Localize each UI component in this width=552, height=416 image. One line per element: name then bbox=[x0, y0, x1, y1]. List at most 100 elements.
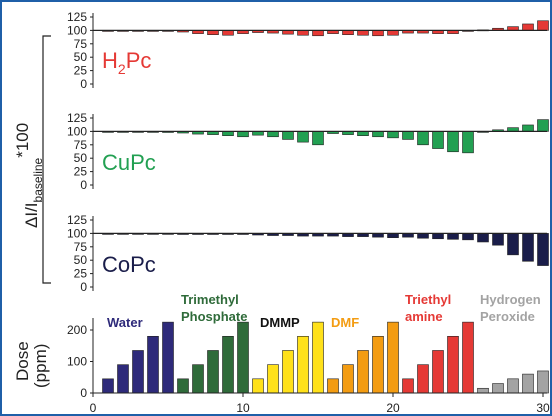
dose-ytick-label: 200 bbox=[67, 323, 87, 337]
ytick-label: 125 bbox=[67, 213, 87, 227]
ylabel-bracket bbox=[42, 35, 51, 284]
dose-group-label: Triethyl bbox=[405, 292, 451, 307]
dose-group-label: Trimethyl bbox=[181, 292, 239, 307]
dose-group-label: Peroxide bbox=[480, 309, 535, 324]
dose-bar bbox=[327, 378, 339, 394]
bar-CuPc bbox=[297, 131, 309, 143]
bar-H2Pc bbox=[297, 30, 309, 36]
bar-H2Pc bbox=[372, 30, 384, 37]
dose-bar bbox=[537, 370, 549, 394]
dose-ytick-label: 100 bbox=[67, 355, 87, 369]
dose-bar bbox=[117, 364, 129, 394]
bar-H2Pc bbox=[207, 30, 219, 35]
dose-group-label: Phosphate bbox=[181, 309, 247, 324]
dose-bar bbox=[402, 378, 414, 394]
bar-CoPc bbox=[387, 233, 399, 238]
dose-ytick-label: 0 bbox=[80, 386, 87, 400]
dose-bar bbox=[507, 378, 519, 394]
panel-label: CuPc bbox=[102, 150, 156, 175]
ytick-label: 100 bbox=[67, 23, 87, 37]
dose-bar bbox=[477, 387, 489, 394]
ytick-label: 25 bbox=[74, 64, 88, 78]
x-tick-label: 10 bbox=[236, 401, 250, 415]
dose-bar bbox=[342, 364, 354, 394]
dose-bar bbox=[237, 321, 249, 394]
dose-bar bbox=[387, 321, 399, 394]
bar-H2Pc bbox=[387, 30, 399, 36]
bar-H2Pc bbox=[222, 30, 234, 36]
ytick-label: 75 bbox=[74, 37, 88, 51]
bar-CoPc bbox=[417, 233, 429, 239]
bar-CoPc bbox=[477, 233, 489, 243]
bar-CuPc bbox=[222, 131, 234, 136]
bar-CuPc bbox=[432, 131, 444, 149]
dose-bar bbox=[252, 378, 264, 394]
ytick-label: 25 bbox=[74, 165, 88, 179]
ytick-label: 75 bbox=[74, 240, 88, 254]
ytick-label: 100 bbox=[67, 226, 87, 240]
shared-ylabel: ΔI/Ibaseline*100 bbox=[13, 123, 45, 228]
x-tick-label: 0 bbox=[90, 401, 97, 415]
ytick-label: 125 bbox=[67, 10, 87, 24]
dose-ylabel: Dose bbox=[13, 341, 32, 381]
bar-CoPc bbox=[462, 233, 474, 241]
bar-H2Pc bbox=[357, 30, 369, 36]
dose-bar bbox=[192, 364, 204, 394]
dose-bar bbox=[357, 350, 369, 394]
dose-bar bbox=[462, 321, 474, 394]
bar-H2Pc bbox=[537, 20, 549, 31]
dose-group-label: Hydrogen bbox=[480, 292, 541, 307]
dose-bar bbox=[417, 364, 429, 394]
bar-H2Pc bbox=[522, 23, 534, 31]
dose-group-label: amine bbox=[405, 309, 443, 324]
bar-H2Pc bbox=[342, 30, 354, 35]
bar-CuPc bbox=[267, 131, 279, 138]
dose-bar bbox=[432, 350, 444, 394]
ytick-label: 75 bbox=[74, 138, 88, 152]
bar-CuPc bbox=[447, 131, 459, 153]
bar-CuPc bbox=[387, 131, 399, 139]
bar-CuPc bbox=[402, 131, 414, 140]
dose-bar bbox=[297, 335, 309, 394]
bar-CoPc bbox=[507, 233, 519, 256]
dose-bar bbox=[312, 321, 324, 394]
dose-group-label: DMMP bbox=[260, 315, 300, 330]
dose-bar bbox=[162, 321, 174, 394]
ytick-label: 100 bbox=[67, 124, 87, 138]
ytick-label: 125 bbox=[67, 111, 87, 125]
dose-bar bbox=[492, 383, 504, 394]
dose-bar bbox=[522, 373, 534, 394]
dose-bar bbox=[372, 335, 384, 394]
bar-CuPc bbox=[417, 131, 429, 146]
dose-bar bbox=[267, 364, 279, 394]
bar-CoPc bbox=[492, 233, 504, 246]
x-tick-label: 20 bbox=[386, 401, 400, 415]
bar-CuPc bbox=[522, 124, 534, 132]
ytick-label: 0 bbox=[80, 178, 87, 192]
dose-ylabel-unit: (ppm) bbox=[31, 344, 50, 388]
dose-bar bbox=[447, 335, 459, 394]
ytick-label: 25 bbox=[74, 267, 88, 281]
ytick-label: 50 bbox=[74, 50, 88, 64]
dose-bar bbox=[207, 350, 219, 394]
x-tick-label: 30 bbox=[536, 401, 550, 415]
bar-CuPc bbox=[357, 131, 369, 136]
ytick-label: 50 bbox=[74, 253, 88, 267]
panel-label: CoPc bbox=[102, 252, 156, 277]
ytick-label: 0 bbox=[80, 280, 87, 294]
panel-label: H2Pc bbox=[102, 48, 151, 77]
bar-CoPc bbox=[432, 233, 444, 240]
bar-CuPc bbox=[372, 131, 384, 138]
bar-CuPc bbox=[282, 131, 294, 140]
dose-bar bbox=[222, 335, 234, 394]
bar-CoPc bbox=[522, 233, 534, 262]
ytick-label: 0 bbox=[80, 77, 87, 91]
bar-CuPc bbox=[537, 119, 549, 132]
bar-CuPc bbox=[237, 131, 249, 138]
bar-CuPc bbox=[312, 131, 324, 146]
